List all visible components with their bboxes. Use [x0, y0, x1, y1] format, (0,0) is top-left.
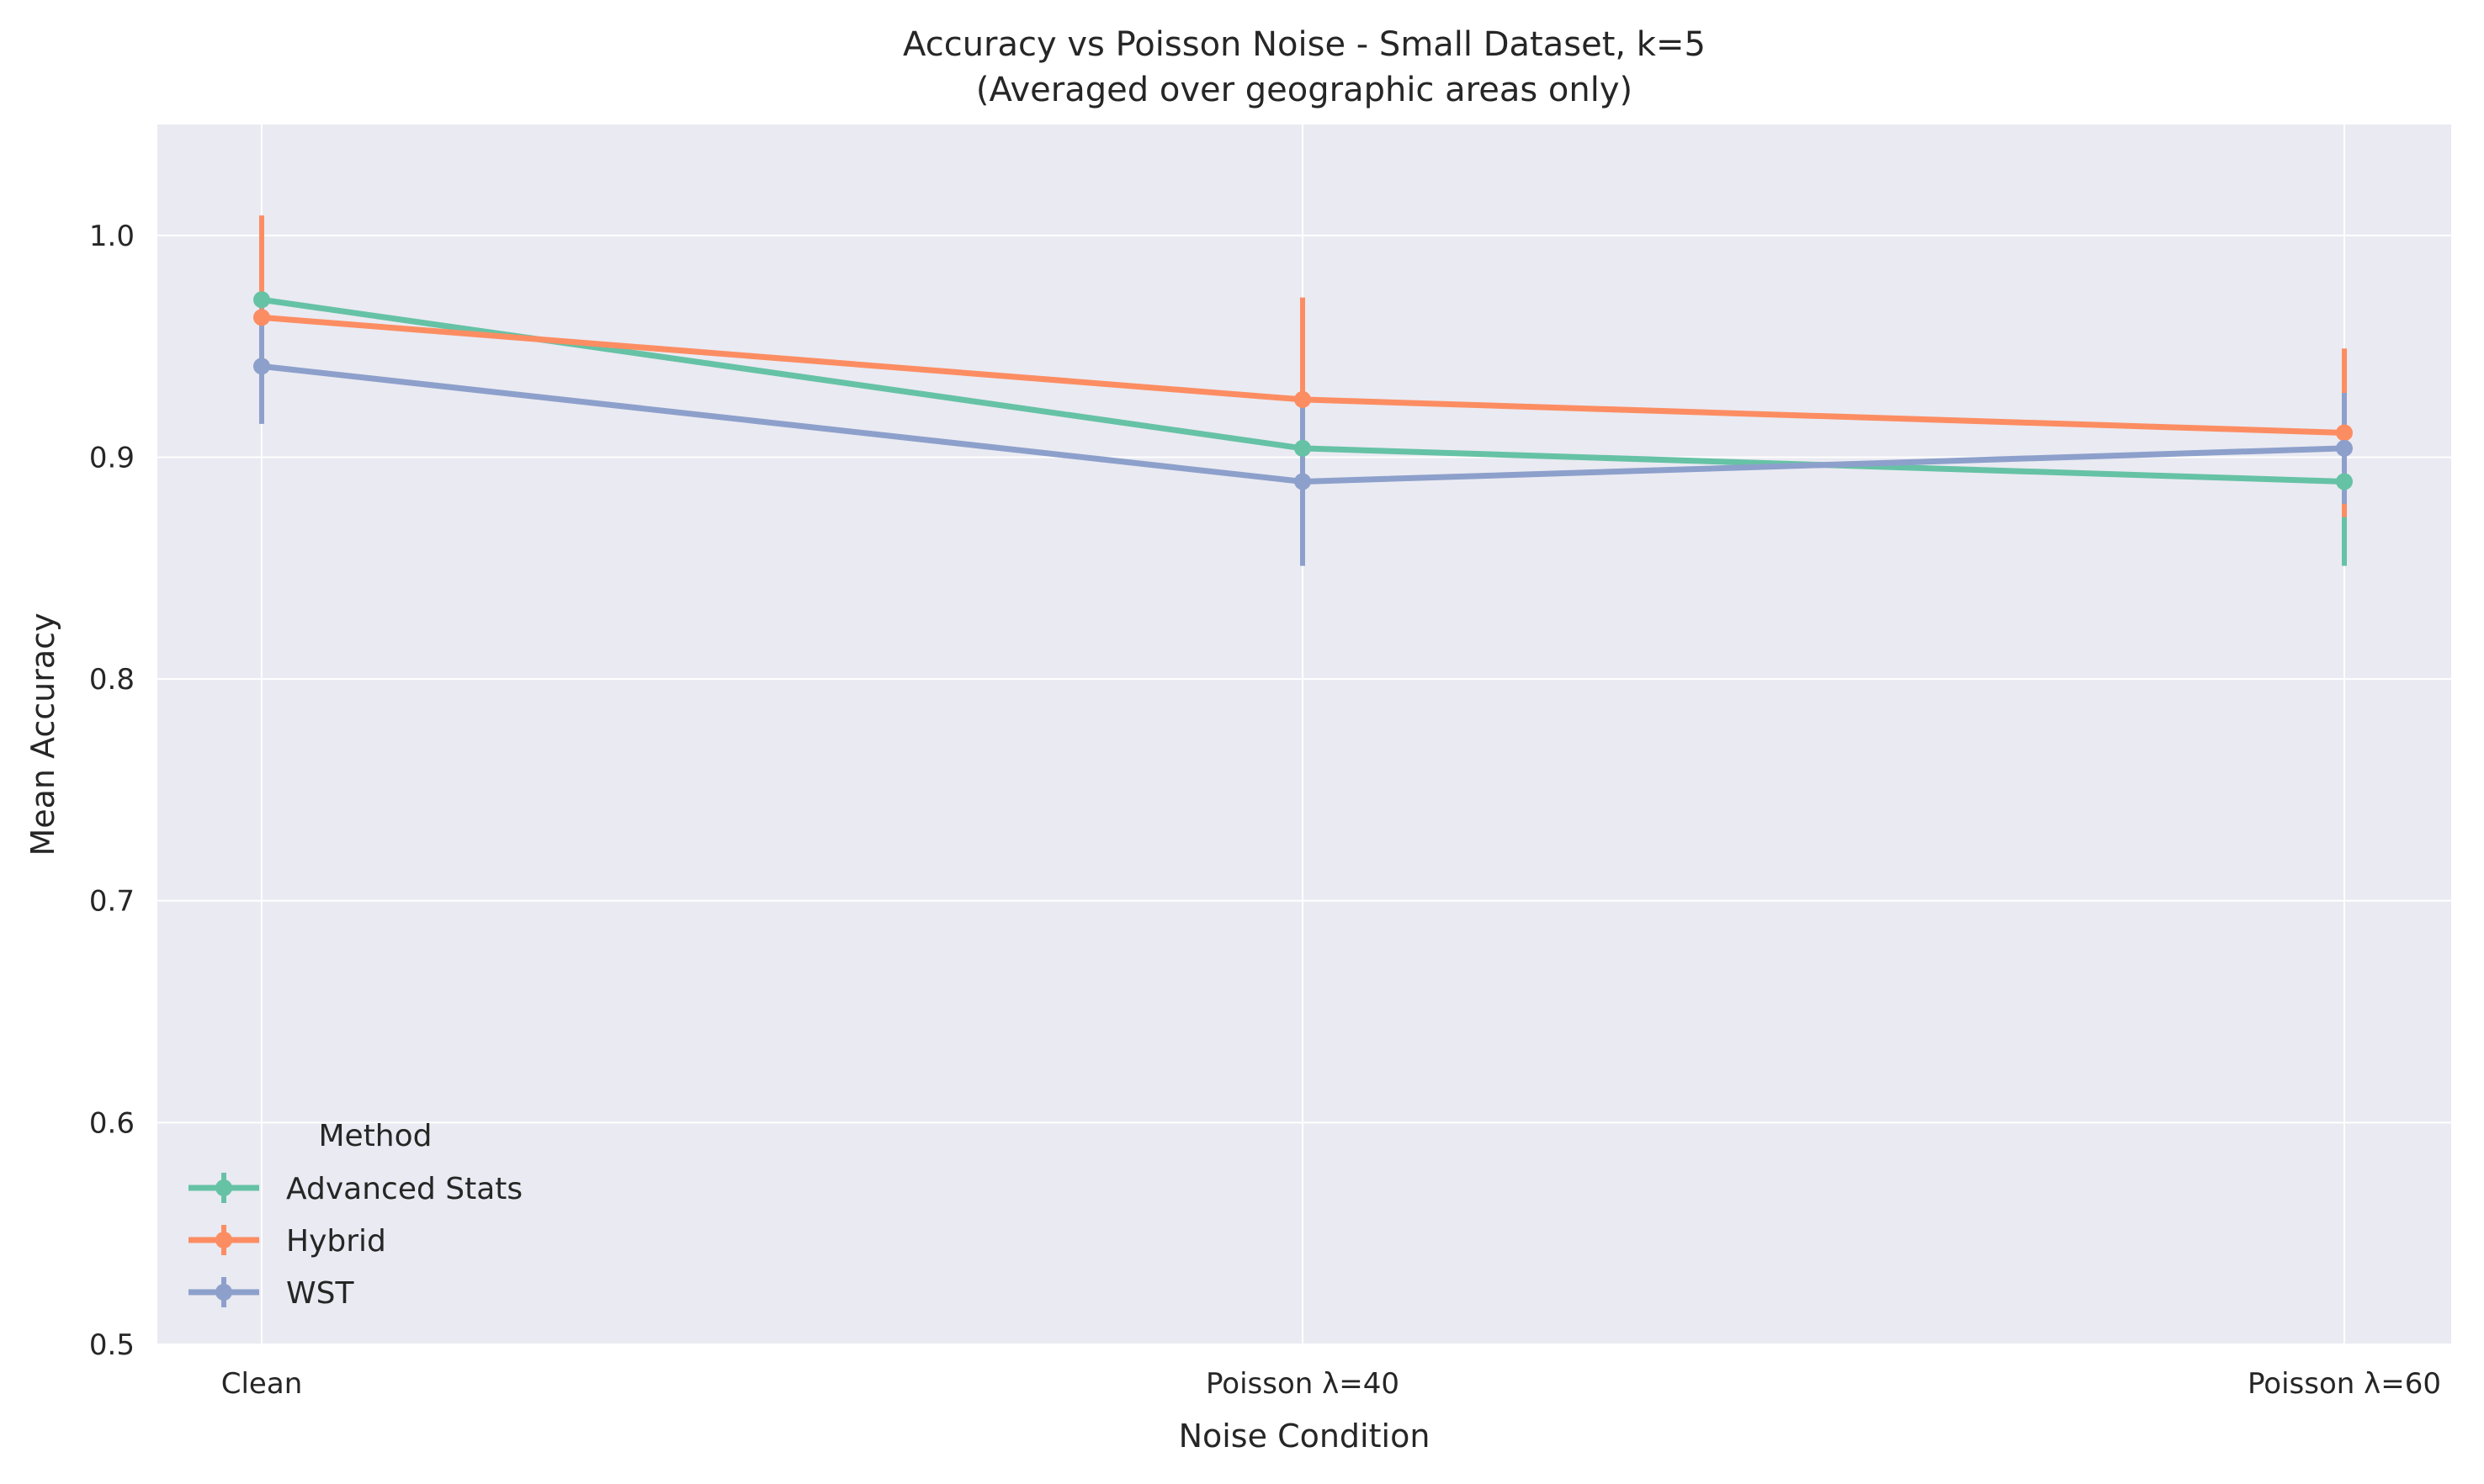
data-point-wst — [1294, 473, 1311, 490]
data-point-hybrid — [2336, 424, 2353, 442]
legend-title: Method — [318, 1119, 432, 1153]
x-axis-label: Noise Condition — [1179, 1418, 1430, 1455]
y-tick-label: 1.0 — [89, 220, 135, 253]
chart-subtitle: (Averaged over geographic areas only) — [976, 71, 1632, 109]
data-point-advanced-stats — [2336, 473, 2353, 490]
y-tick-label: 0.5 — [89, 1328, 135, 1362]
y-axis-label: Mean Accuracy — [24, 612, 61, 856]
data-point-hybrid — [253, 309, 270, 326]
legend-label-advanced-stats: Advanced Stats — [286, 1172, 523, 1206]
x-tick-label: Poisson λ=40 — [1206, 1367, 1399, 1401]
legend-marker-hybrid — [215, 1232, 232, 1248]
legend-marker-advanced-stats — [215, 1179, 232, 1196]
data-point-wst — [2336, 439, 2353, 457]
data-point-advanced-stats — [253, 291, 270, 309]
legend-entries: Advanced Stats Hybrid WST — [188, 1172, 523, 1311]
x-tick-labels: Clean Poisson λ=40 Poisson λ=60 — [221, 1367, 2441, 1401]
data-point-wst — [253, 358, 270, 375]
y-tick-label: 0.7 — [89, 885, 135, 919]
data-points — [253, 291, 2353, 490]
y-tick-label: 0.8 — [89, 663, 135, 697]
legend: Method Advanced Stats Hybrid WST — [188, 1119, 523, 1311]
data-point-hybrid — [1294, 390, 1311, 408]
legend-label-hybrid: Hybrid — [286, 1224, 386, 1259]
y-tick-label: 0.9 — [89, 441, 135, 474]
x-tick-label: Poisson λ=60 — [2248, 1367, 2441, 1401]
legend-marker-wst — [215, 1284, 232, 1301]
chart-title: Accuracy vs Poisson Noise - Small Datase… — [903, 25, 1706, 64]
legend-label-wst: WST — [286, 1276, 354, 1311]
y-tick-label: 0.6 — [89, 1106, 135, 1140]
x-tick-label: Clean — [221, 1367, 303, 1401]
data-point-advanced-stats — [1294, 439, 1311, 457]
y-tick-labels: 0.5 0.6 0.7 0.8 0.9 1.0 — [89, 220, 135, 1362]
